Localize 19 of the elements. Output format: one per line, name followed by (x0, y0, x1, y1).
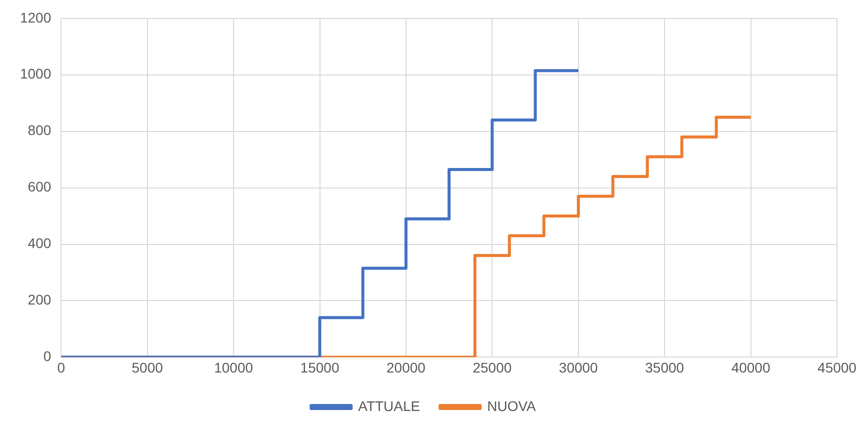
x-tick-label: 5000 (132, 359, 164, 376)
y-tick-label: 800 (28, 122, 52, 138)
x-tick-label: 40000 (731, 359, 770, 376)
x-tick-label: 35000 (645, 359, 684, 376)
x-tick-label: 15000 (300, 359, 340, 376)
y-tick-label: 200 (28, 292, 52, 308)
legend-label: ATTUALE (358, 398, 420, 414)
x-tick-label: 45000 (818, 359, 857, 376)
x-tick-label: 0 (57, 359, 66, 376)
y-tick-label: 1200 (20, 9, 52, 26)
x-tick-label: 30000 (558, 359, 598, 376)
y-tick-label: 1000 (20, 66, 52, 82)
y-tick-label: 600 (28, 178, 52, 195)
legend-label: NUOVA (487, 398, 537, 414)
y-tick-label: 0 (43, 348, 52, 364)
x-tick-label: 20000 (386, 359, 426, 376)
y-tick-label: 400 (28, 235, 52, 252)
x-tick-label: 10000 (214, 359, 254, 376)
x-tick-label: 25000 (472, 359, 512, 376)
